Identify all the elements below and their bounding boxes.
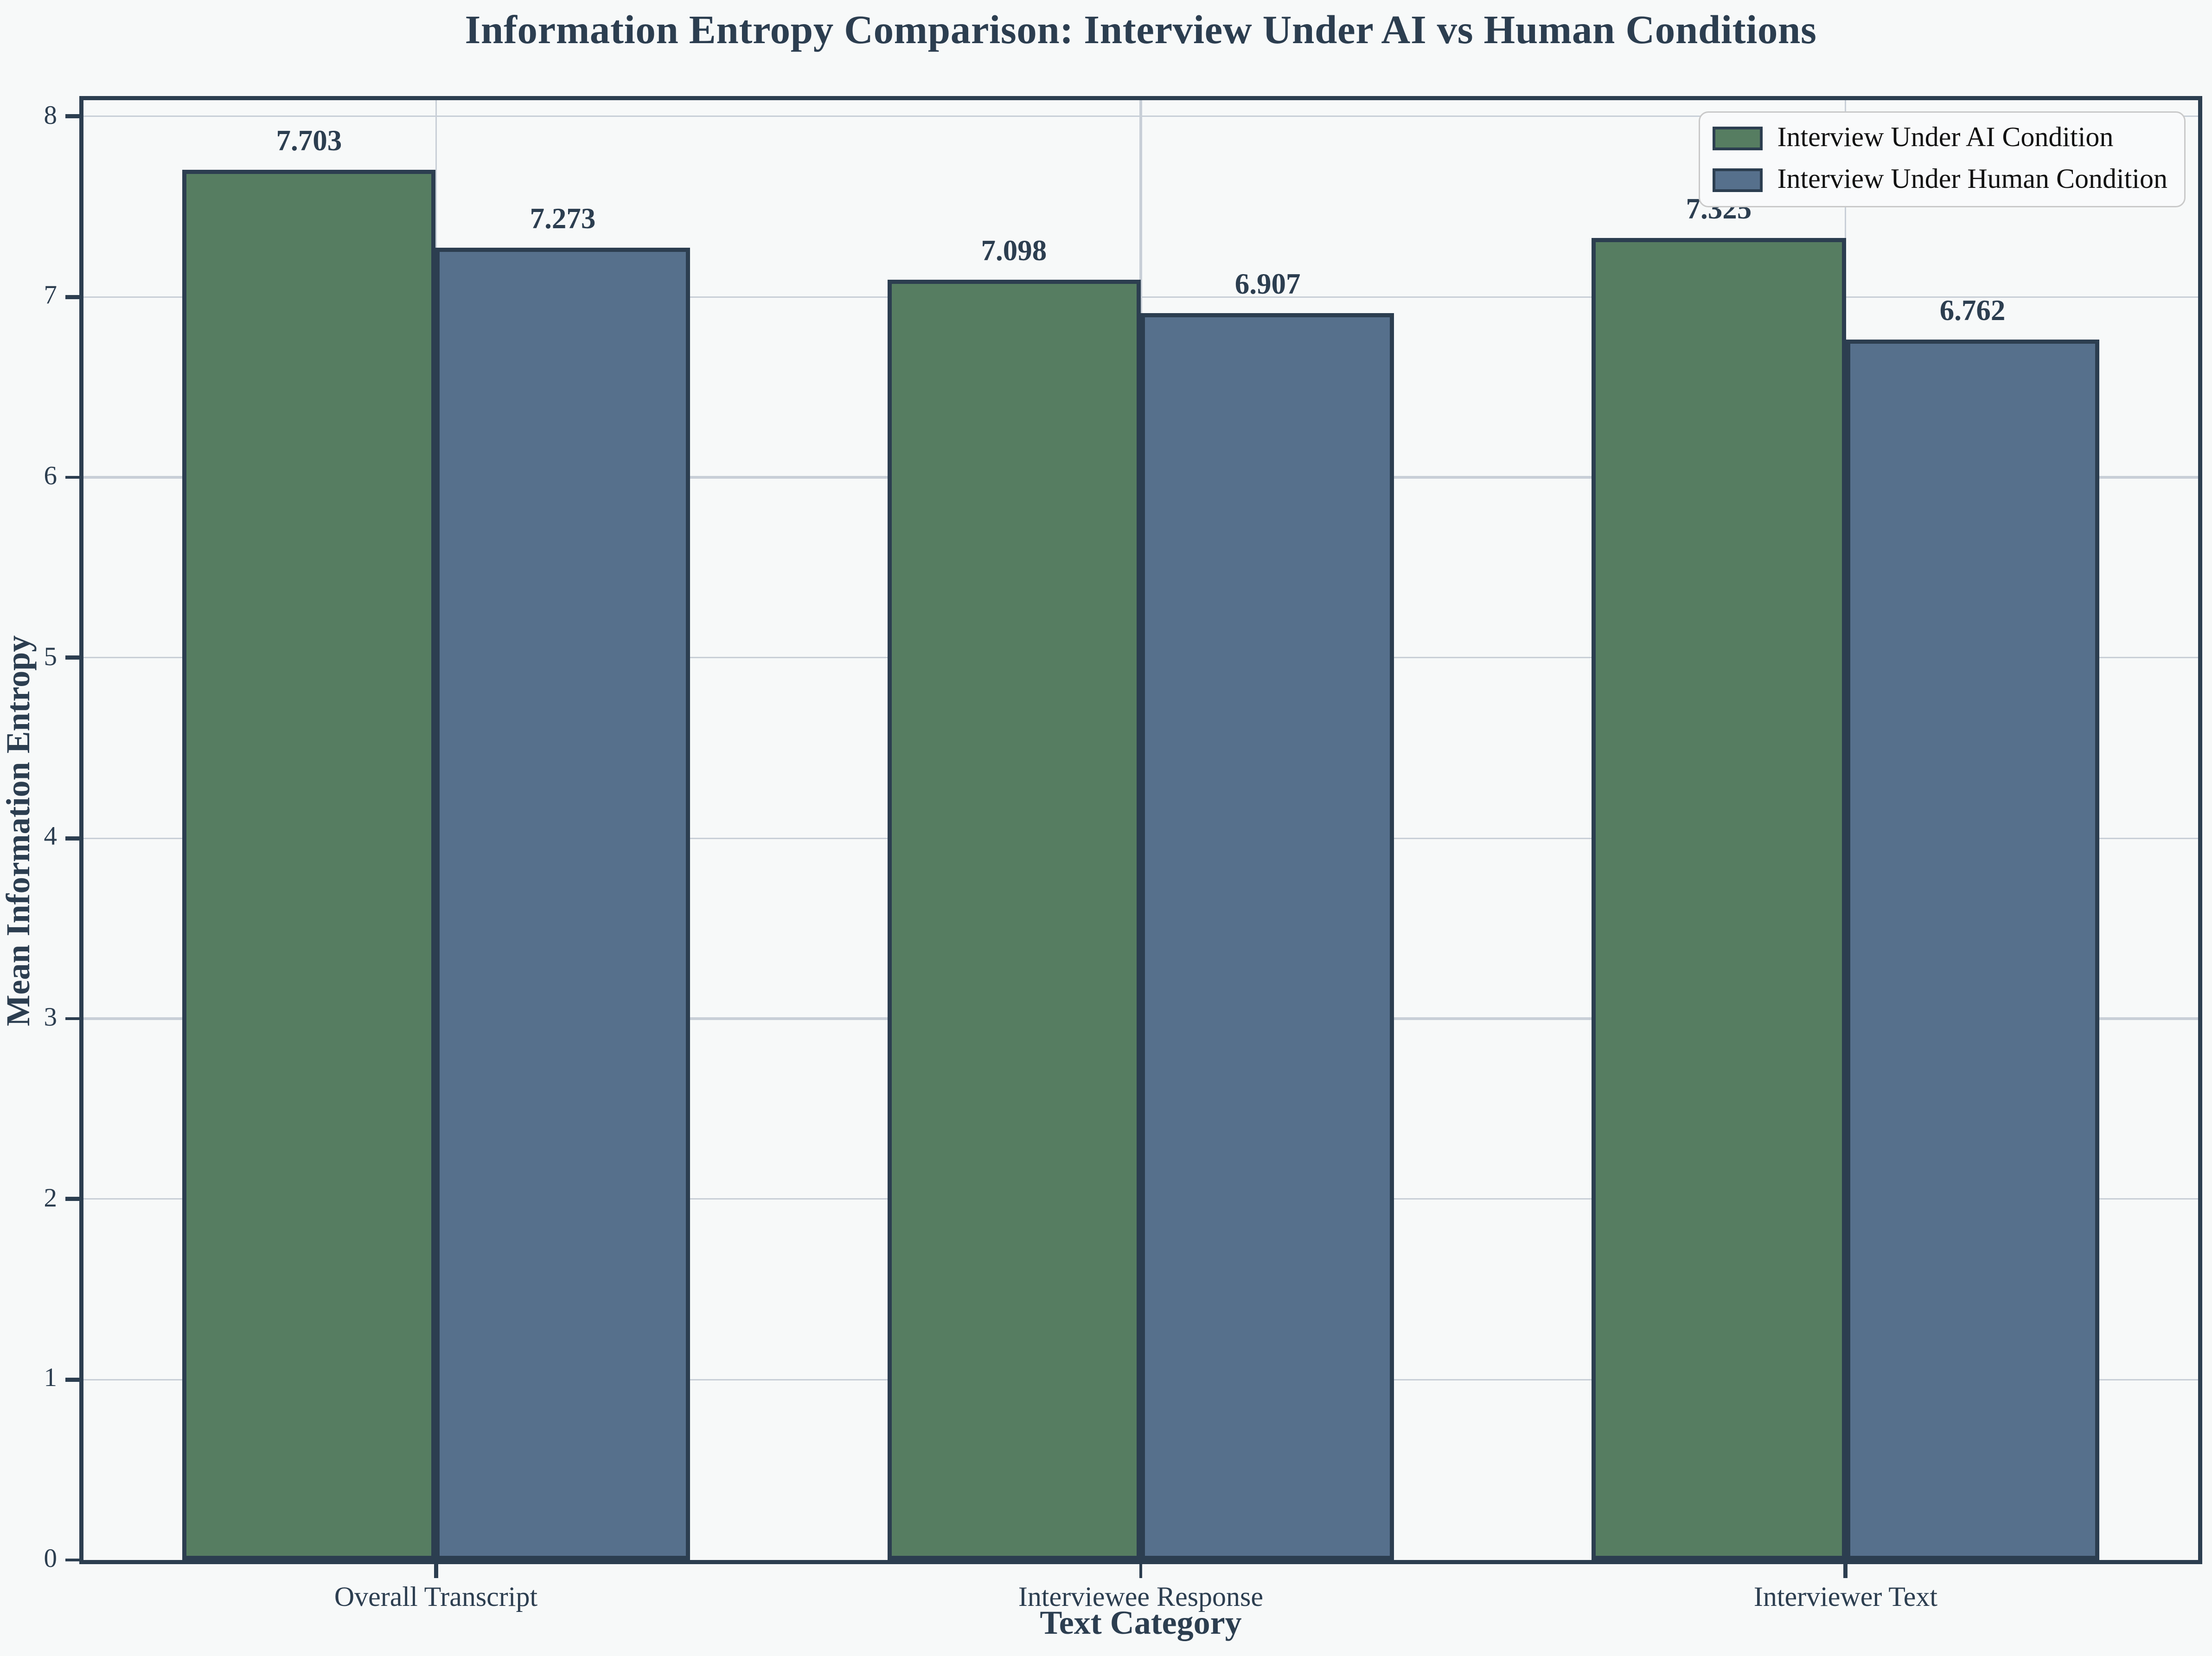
y-tick-mark <box>65 656 79 660</box>
bar-value-label: 7.273 <box>530 201 596 235</box>
x-axis-label: Text Category <box>1040 1606 1242 1642</box>
x-axis: Overall Transcript Interviewee Response In… <box>79 1564 2202 1642</box>
y-tick-mark <box>65 1558 79 1562</box>
y-tick-label: 6 <box>44 462 58 491</box>
legend-label: Interview Under Human Condition <box>1777 164 2168 195</box>
y-tick-label: 0 <box>44 1545 58 1574</box>
x-tick-mark <box>1844 1564 1848 1578</box>
bar-value-label: 6.762 <box>1939 294 2006 327</box>
y-tick-label: 2 <box>44 1183 58 1213</box>
bar-value-label: 7.098 <box>981 233 1047 267</box>
legend-swatch <box>1712 127 1762 150</box>
legend-swatch <box>1712 168 1762 192</box>
chart-title: Information Entropy Comparison: Intervie… <box>465 8 1817 53</box>
x-tick-mark <box>1139 1564 1143 1578</box>
bars-layer: 7.703 7.273 7.098 6.907 7.325 6.762 <box>83 100 2198 1560</box>
bar <box>1592 238 1846 1560</box>
legend-item: Interview Under Human Condition <box>1712 164 2168 196</box>
y-tick-mark <box>65 475 79 479</box>
legend: Interview Under AI Condition Interview Un… <box>1698 111 2186 207</box>
bar <box>182 170 436 1560</box>
y-tick-mark <box>65 1017 79 1021</box>
y-tick-mark <box>65 115 79 118</box>
legend-item: Interview Under AI Condition <box>1712 122 2168 154</box>
y-tick-mark <box>65 295 79 299</box>
bar <box>435 247 690 1560</box>
plot-area: 7.703 7.273 7.098 6.907 7.325 6.762 <box>79 96 2202 1564</box>
y-tick-label: 8 <box>44 101 58 130</box>
bar-value-label: 6.907 <box>1234 268 1301 302</box>
y-tick-label: 5 <box>44 642 58 672</box>
gridline-v <box>1139 100 1142 1560</box>
bar <box>887 279 1141 1560</box>
legend-label: Interview Under AI Condition <box>1777 122 2114 153</box>
y-tick-mark <box>65 1378 79 1381</box>
x-category-label: Overall Transcript <box>334 1582 538 1613</box>
y-tick-mark <box>65 836 79 840</box>
y-tick-label: 1 <box>44 1364 58 1393</box>
y-tick-label: 4 <box>44 822 58 852</box>
y-tick-label: 7 <box>44 281 58 311</box>
bar-value-label: 7.703 <box>276 124 342 158</box>
bar <box>1141 314 1395 1560</box>
bar <box>1845 340 2100 1560</box>
y-axis: 0 1 2 3 4 5 6 7 8 <box>0 96 79 1574</box>
y-tick-label: 3 <box>44 1003 58 1033</box>
x-category-label: Interviewee Response <box>1018 1582 1264 1613</box>
x-tick-mark <box>434 1564 438 1578</box>
x-category-label: Interviewer Text <box>1753 1582 1938 1613</box>
y-tick-mark <box>65 1197 79 1201</box>
